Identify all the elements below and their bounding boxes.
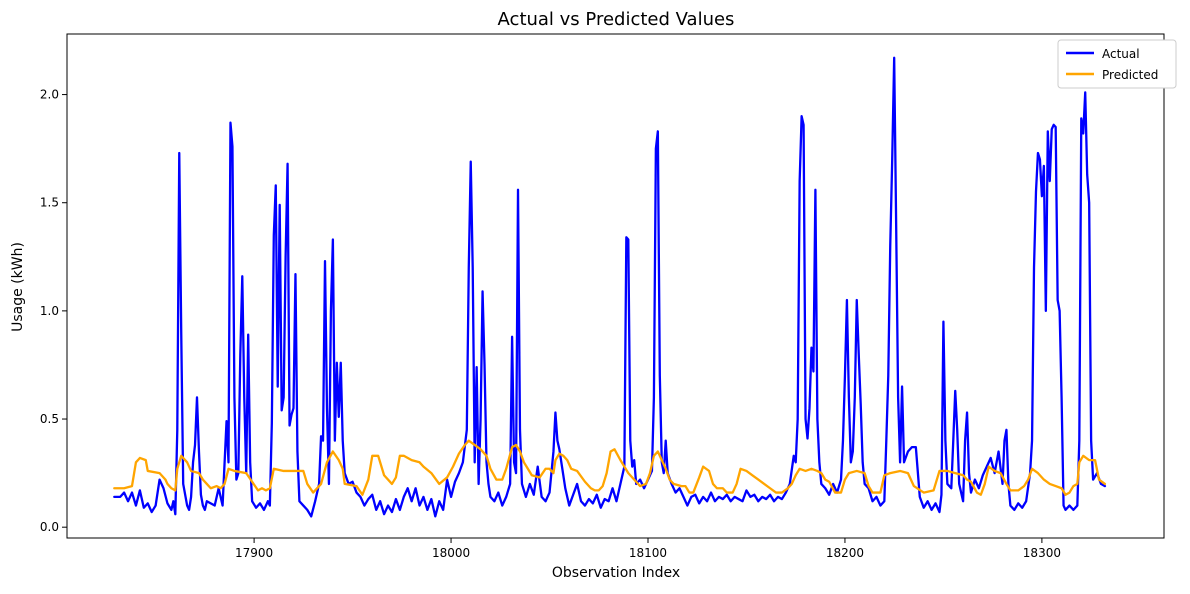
y-tick-label: 1.0 xyxy=(40,304,59,318)
series-line-actual xyxy=(113,56,1107,518)
x-tick-label: 18100 xyxy=(629,546,667,560)
x-tick-label: 18000 xyxy=(432,546,470,560)
legend-label-actual: Actual xyxy=(1102,47,1140,61)
plot-frame xyxy=(66,33,1165,539)
legend-label-predicted: Predicted xyxy=(1102,68,1158,82)
chart-title: Actual vs Predicted Values xyxy=(498,9,735,30)
legend: Actual Predicted xyxy=(1057,39,1177,89)
x-axis-ticks: 17900 18000 18100 18200 18300 xyxy=(235,538,1061,560)
series-line-predicted xyxy=(113,439,1107,496)
x-tick-label: 18200 xyxy=(826,546,864,560)
x-axis-label: Observation Index xyxy=(552,565,680,581)
y-tick-label: 0.0 xyxy=(40,520,59,534)
y-tick-label: 1.5 xyxy=(40,196,59,210)
y-tick-label: 0.5 xyxy=(40,412,59,426)
y-axis-label: Usage (kWh) xyxy=(10,242,26,332)
y-tick-label: 2.0 xyxy=(40,88,59,102)
x-tick-label: 17900 xyxy=(235,546,273,560)
y-axis-ticks: 0.0 0.5 1.0 1.5 2.0 xyxy=(40,88,67,534)
series-layer xyxy=(113,56,1107,518)
x-tick-label: 18300 xyxy=(1023,546,1061,560)
